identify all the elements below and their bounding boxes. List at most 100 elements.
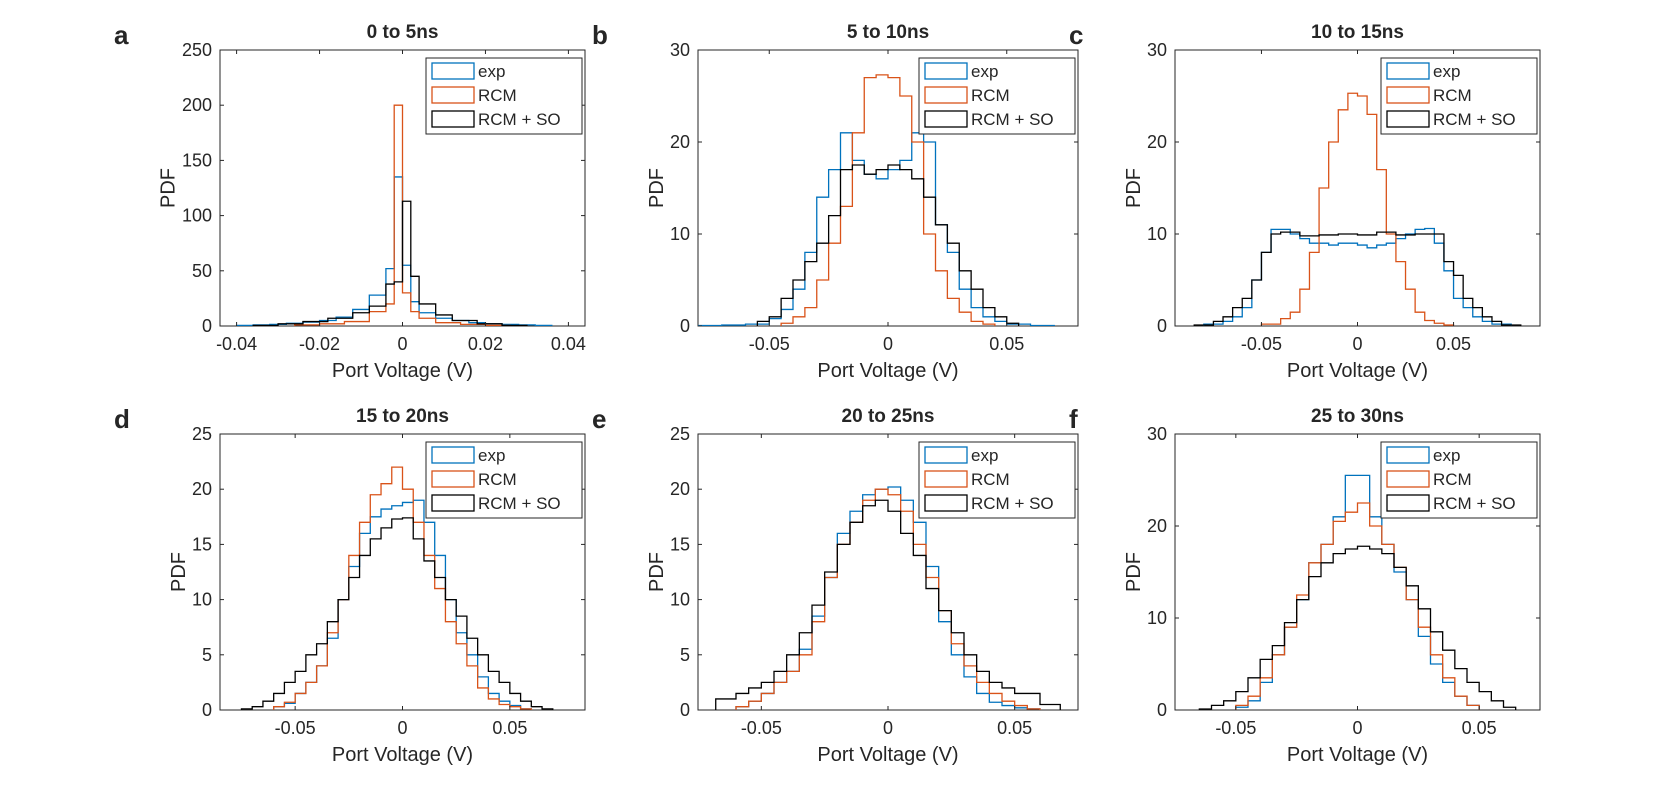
- panel-letter: a: [114, 20, 129, 50]
- legend-label: RCM + SO: [1433, 110, 1516, 129]
- x-tick-label: 0: [883, 334, 893, 354]
- legend-swatch: [1386, 110, 1430, 128]
- x-axis-label: Port Voltage (V): [817, 744, 958, 766]
- x-axis-label: Port Voltage (V): [1287, 744, 1428, 766]
- legend-swatch: [1386, 494, 1430, 512]
- x-tick-label: 0: [883, 718, 893, 738]
- y-tick-label: 100: [182, 206, 212, 226]
- y-tick-label: 0: [680, 316, 690, 336]
- legend-swatch: [431, 86, 475, 104]
- panel-letter: d: [114, 404, 130, 434]
- legend-swatch: [924, 86, 968, 104]
- panel-e: -0.05 0 0.05 0 5 10 15 20 25 20 to 25ns e Port Volt…: [592, 404, 1079, 766]
- y-tick-label: 0: [1157, 700, 1167, 720]
- panel-a: -0.04 -0.02 0 0.02 0.04 0 50 100 150 200 250 0 to 5…: [114, 20, 586, 382]
- x-tick-label: 0.05: [1436, 334, 1471, 354]
- y-axis-label: PDF: [1123, 552, 1145, 592]
- histogram-series-rcm-so: [715, 499, 1061, 710]
- legend-swatch: [1386, 62, 1430, 80]
- series-group: [235, 104, 553, 326]
- legend-label: RCM + SO: [478, 494, 561, 513]
- legend: exp RCM RCM + SO: [918, 57, 1076, 135]
- x-tick-label: 0.05: [989, 334, 1024, 354]
- y-axis-label: PDF: [646, 168, 668, 208]
- series-group: [240, 466, 554, 710]
- y-tick-label: 10: [1147, 608, 1167, 628]
- legend-swatch: [431, 62, 475, 80]
- panel-title: 0 to 5ns: [367, 22, 439, 43]
- legend-label: RCM: [478, 86, 517, 105]
- y-tick-label: 20: [1147, 132, 1167, 152]
- legend-swatch: [924, 62, 968, 80]
- legend-swatch: [431, 494, 475, 512]
- legend: exp RCM RCM + SO: [918, 441, 1076, 519]
- y-tick-label: 20: [670, 132, 690, 152]
- legend-label: RCM: [971, 470, 1010, 489]
- legend-label: exp: [1433, 62, 1460, 81]
- legend: exp RCM RCM + SO: [425, 441, 583, 519]
- y-tick-label: 10: [670, 224, 690, 244]
- legend-box: [425, 57, 583, 135]
- x-tick-label: -0.05: [1241, 334, 1282, 354]
- panel-title: 5 to 10ns: [847, 22, 929, 43]
- panel-b: -0.05 0 0.05 0 10 20 30 5 to 10ns b Port Voltage …: [592, 20, 1079, 382]
- panel-c: -0.05 0 0.05 0 10 20 30 10 to 15ns c Port Voltage…: [1069, 20, 1541, 382]
- x-tick-label: 0.02: [468, 334, 503, 354]
- x-tick-label: 0.05: [492, 718, 527, 738]
- legend-swatch: [1386, 470, 1430, 488]
- x-axis-label: Port Voltage (V): [1287, 360, 1428, 382]
- histogram-series-rcm-so: [1198, 545, 1517, 710]
- y-tick-label: 15: [192, 534, 212, 554]
- x-axis-label: Port Voltage (V): [332, 744, 473, 766]
- panel-f: -0.05 0 0.05 0 10 20 30 25 to 30ns f Port Voltage…: [1069, 404, 1541, 766]
- y-axis-label: PDF: [158, 168, 180, 208]
- histogram-series-rcm: [735, 488, 1041, 710]
- legend-box: [425, 441, 583, 519]
- legend-swatch: [431, 470, 475, 488]
- x-tick-label: -0.02: [299, 334, 340, 354]
- x-tick-label: 0: [1352, 718, 1362, 738]
- legend-label: RCM + SO: [478, 110, 561, 129]
- legend-label: RCM: [478, 470, 517, 489]
- y-tick-label: 30: [1147, 424, 1167, 444]
- series-group: [715, 486, 1061, 710]
- legend-label: RCM + SO: [971, 494, 1054, 513]
- histogram-series-rcm: [294, 104, 511, 326]
- y-tick-label: 5: [202, 645, 212, 665]
- x-axis-label: Port Voltage (V): [817, 360, 958, 382]
- x-tick-label: 0: [1352, 334, 1362, 354]
- panel-title: 25 to 30ns: [1311, 406, 1404, 427]
- legend-label: exp: [971, 62, 998, 81]
- panel-letter: b: [592, 20, 608, 50]
- panel-title: 15 to 20ns: [356, 406, 449, 427]
- x-tick-label: 0: [397, 334, 407, 354]
- legend-label: RCM: [1433, 86, 1472, 105]
- histogram-series-rcm-so: [1193, 231, 1522, 326]
- legend-label: RCM + SO: [971, 110, 1054, 129]
- legend: exp RCM RCM + SO: [1380, 441, 1538, 519]
- y-axis-label: PDF: [168, 552, 190, 592]
- legend: exp RCM RCM + SO: [425, 57, 583, 135]
- x-tick-label: -0.05: [1215, 718, 1256, 738]
- y-tick-label: 15: [670, 534, 690, 554]
- legend: exp RCM RCM + SO: [1380, 57, 1538, 135]
- y-tick-label: 25: [192, 424, 212, 444]
- y-tick-label: 10: [192, 590, 212, 610]
- histogram-series-rcm-so: [756, 164, 1020, 326]
- histogram-series-rcm-so: [252, 200, 528, 326]
- legend-label: RCM: [971, 86, 1010, 105]
- y-tick-label: 150: [182, 150, 212, 170]
- histogram-series-rcm: [273, 466, 532, 710]
- y-tick-label: 0: [680, 700, 690, 720]
- legend-box: [1380, 441, 1538, 519]
- panel-letter: f: [1069, 404, 1078, 434]
- y-tick-label: 30: [1147, 40, 1167, 60]
- x-tick-label: -0.05: [749, 334, 790, 354]
- histogram-series-rcm: [780, 74, 996, 326]
- x-tick-label: -0.05: [275, 718, 316, 738]
- legend-label: exp: [478, 446, 505, 465]
- x-tick-label: -0.05: [741, 718, 782, 738]
- legend-label: exp: [971, 446, 998, 465]
- legend-label: exp: [1433, 446, 1460, 465]
